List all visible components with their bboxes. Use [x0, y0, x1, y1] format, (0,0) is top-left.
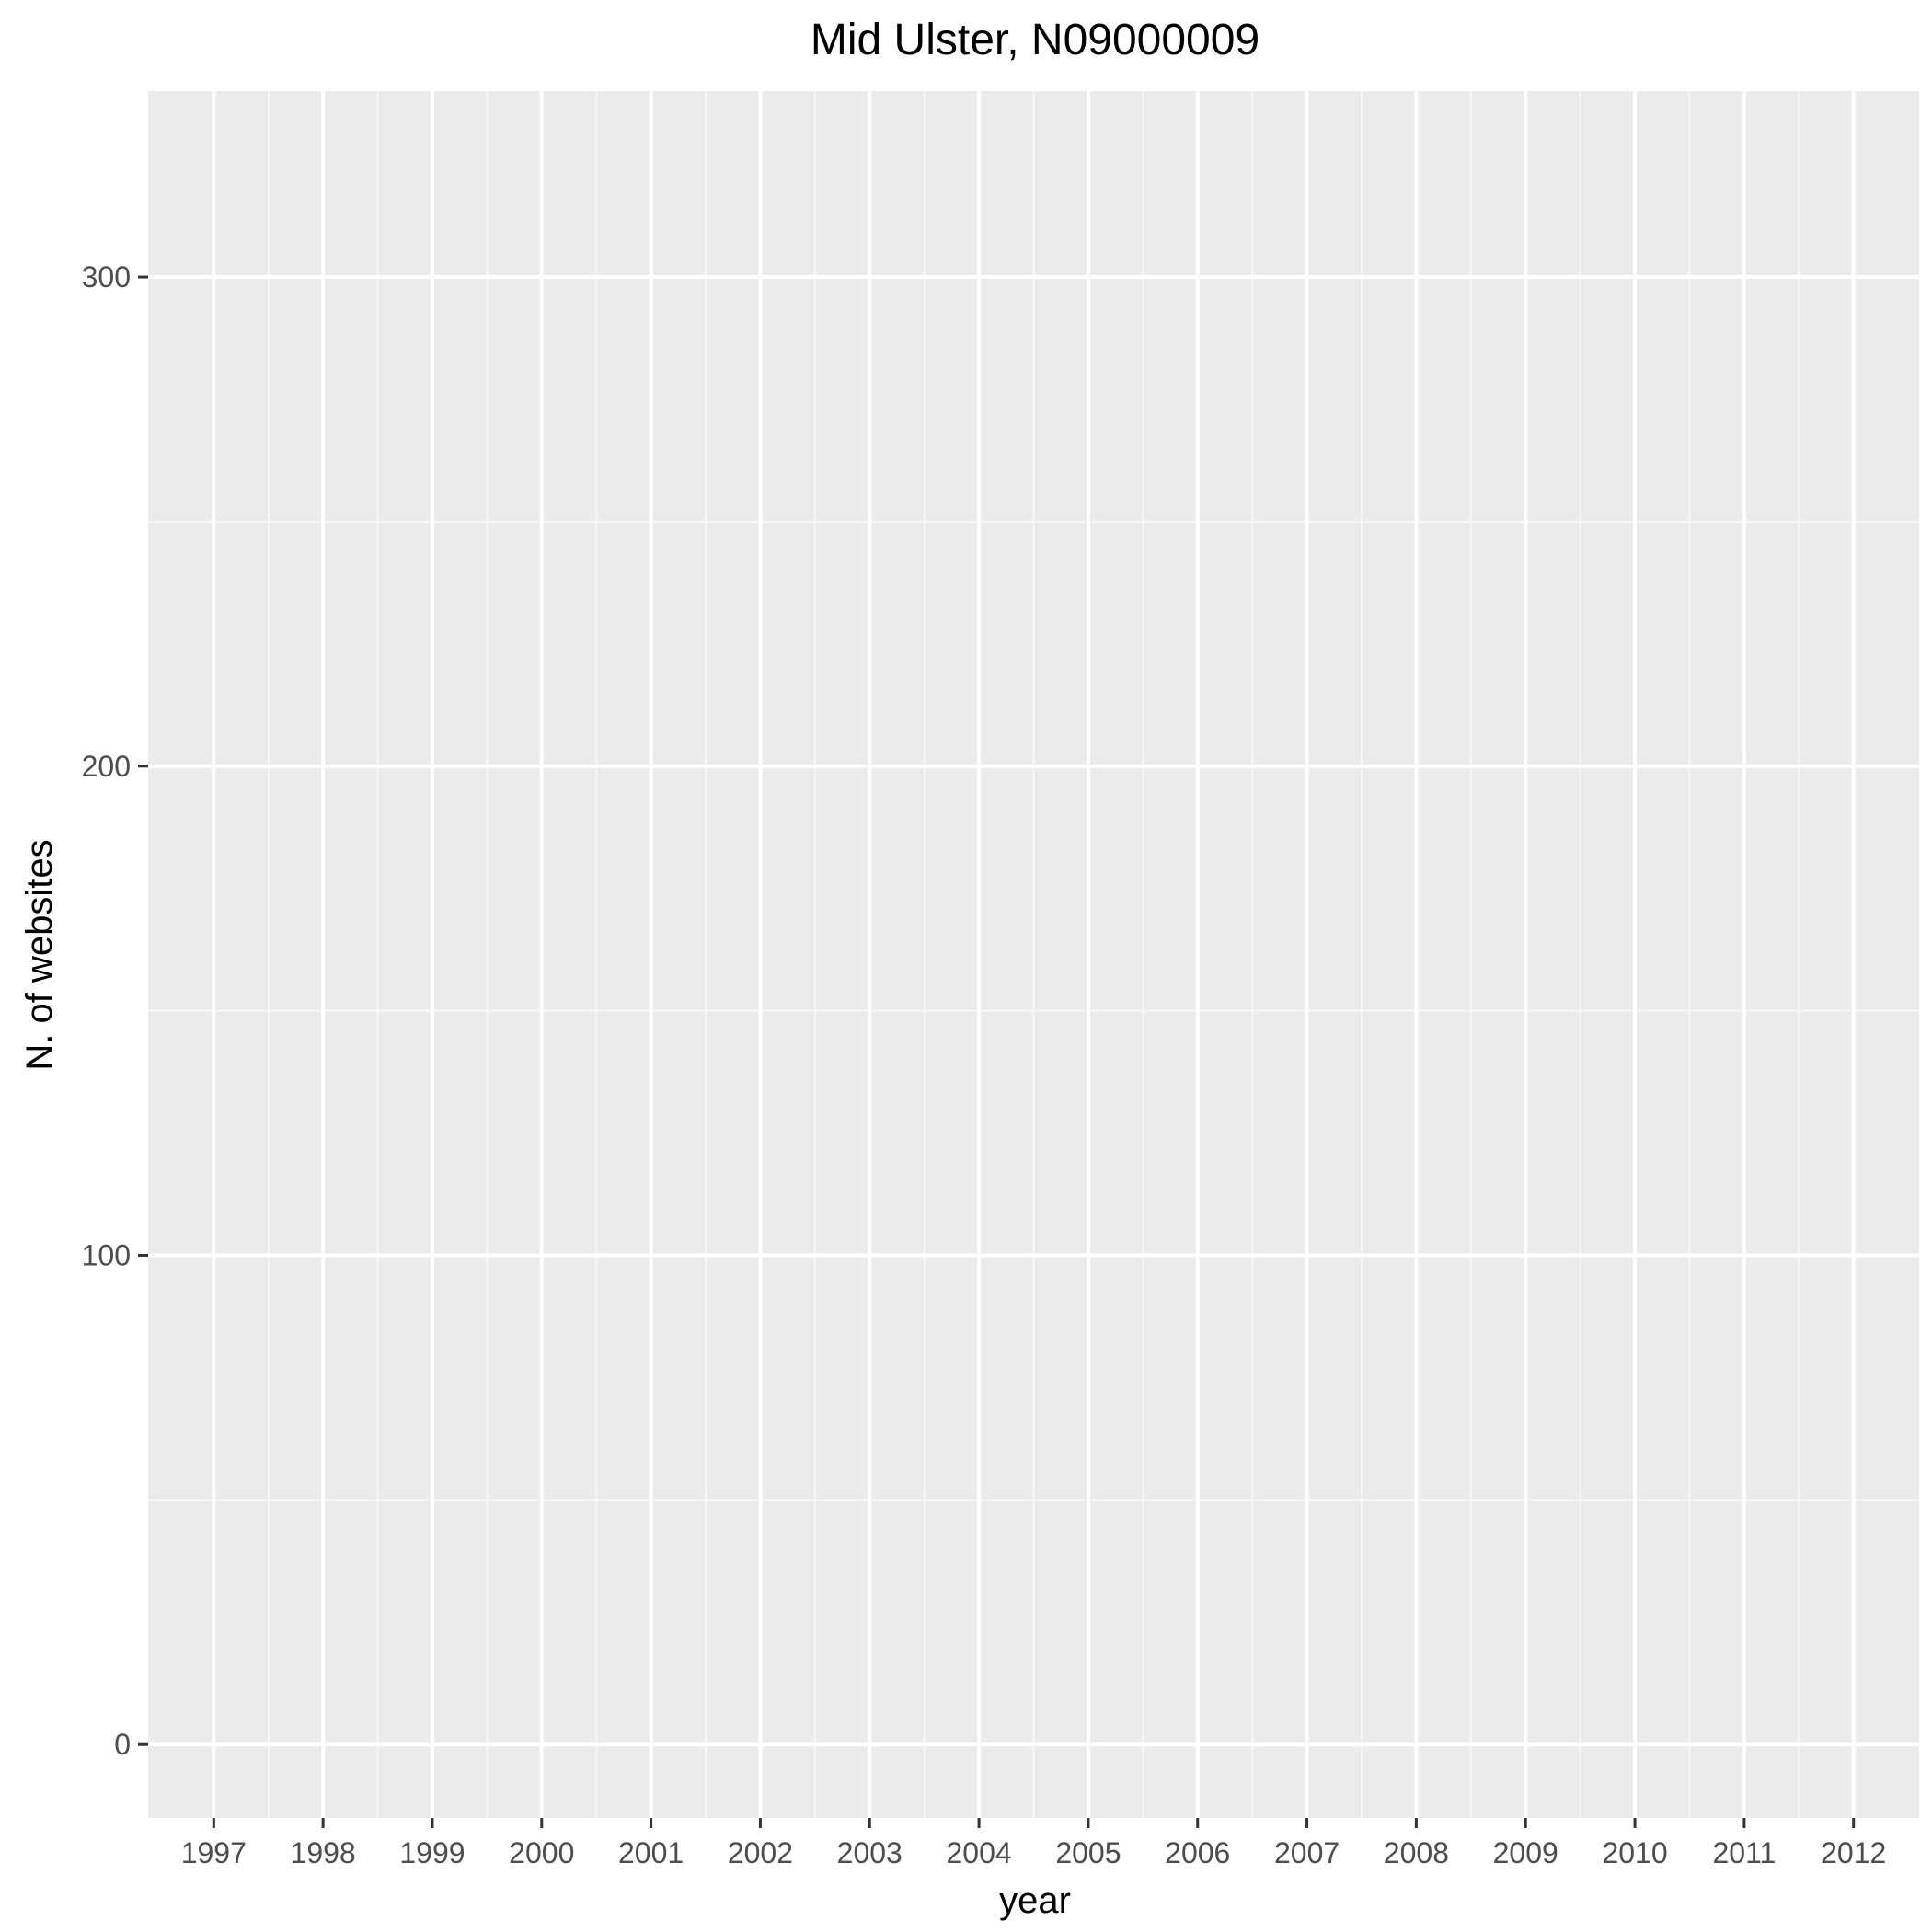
x-tick-label: 1998 — [291, 1836, 356, 1869]
chart-title: Mid Ulster, N09000009 — [811, 16, 1259, 64]
x-tick-label: 2010 — [1602, 1836, 1667, 1869]
gridlines — [148, 91, 1919, 1818]
x-tick-label: 2001 — [618, 1836, 684, 1869]
x-tick-label: 1999 — [399, 1836, 465, 1869]
x-tick-label: 1997 — [181, 1836, 247, 1869]
x-tick-label: 2002 — [728, 1836, 793, 1869]
x-axis-title: year — [999, 1880, 1071, 1921]
x-tick-label: 2012 — [1821, 1836, 1886, 1869]
y-tick-label: 100 — [82, 1239, 131, 1272]
y-tick-label: 0 — [114, 1728, 131, 1761]
x-tick-label: 2011 — [1712, 1836, 1776, 1869]
x-tick-label: 2003 — [837, 1836, 903, 1869]
y-tick-label: 200 — [82, 750, 131, 783]
x-tick-label: 2007 — [1274, 1836, 1340, 1869]
x-tick-label: 2006 — [1165, 1836, 1230, 1869]
x-tick-label: 2004 — [946, 1836, 1011, 1869]
x-tick-label: 2008 — [1384, 1836, 1449, 1869]
x-tick-label: 2000 — [509, 1836, 574, 1869]
x-tick-label: 2009 — [1493, 1836, 1558, 1869]
y-tick-label: 300 — [82, 260, 131, 293]
x-tick-label: 2005 — [1055, 1836, 1121, 1869]
y-axis-title: N. of websites — [19, 839, 60, 1070]
axes: 0 100 200 300 1997 1998 1999 2000 2001 2002 2003 20… — [82, 260, 1887, 1869]
